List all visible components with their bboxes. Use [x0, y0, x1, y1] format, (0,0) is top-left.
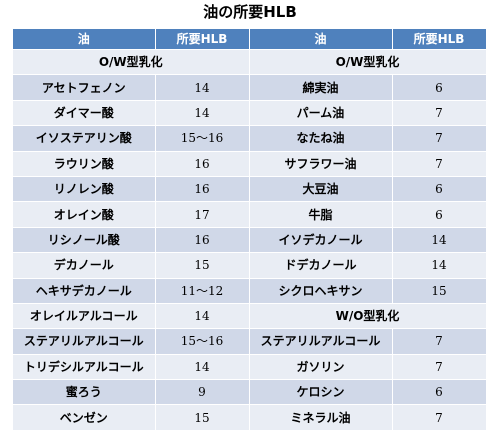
oil-name: イソステアリン酸	[13, 125, 156, 152]
table-row: ステアリルアルコール 15～16 ステアリルアルコール 7	[13, 328, 487, 355]
table-row: オレイン酸 17 牛脂 6	[13, 201, 487, 228]
hlb-value: 7	[392, 354, 487, 381]
table-row: ヘキサデカノール 11～12 シクロヘキサン 15	[13, 278, 487, 304]
hlb-value: 6	[392, 74, 487, 101]
header-oil-left: 油	[13, 29, 156, 50]
hlb-table: 油 所要HLB 油 所要HLB O/W型乳化 O/W型乳化 アセトフェノン 14 綿実油…	[13, 29, 487, 431]
table-row: トリデシルアルコール 14 ガソリン 7	[13, 354, 487, 381]
oil-name: イソデカノール	[249, 227, 393, 254]
hlb-value: 15～16	[155, 125, 250, 152]
oil-name: ケロシン	[249, 379, 393, 406]
hlb-value: 9	[155, 379, 250, 406]
hlb-value: 14	[392, 252, 487, 279]
oil-name: オレイルアルコール	[13, 303, 156, 330]
hlb-value: 16	[155, 176, 250, 203]
hlb-value: 15	[392, 278, 487, 304]
oil-name: パーム油	[249, 100, 393, 127]
hlb-value: 6	[392, 176, 487, 203]
header-hlb-right: 所要HLB	[392, 29, 487, 50]
oil-name: ミネラル油	[249, 404, 393, 431]
table-row: ダイマー酸 14 パーム油 7	[13, 100, 487, 127]
hlb-value: 7	[392, 404, 487, 431]
section-ow-right: O/W型乳化	[249, 49, 487, 76]
hlb-value: 11～12	[155, 278, 250, 304]
table-row: ベンゼン 15 ミネラル油 7	[13, 404, 487, 431]
oil-name: オレイン酸	[13, 201, 156, 228]
oil-name: ラウリン酸	[13, 151, 156, 177]
oil-name: サフラワー油	[249, 151, 393, 177]
table-row: アセトフェノン 14 綿実油 6	[13, 74, 487, 101]
hlb-value: 6	[392, 379, 487, 406]
oil-name: デカノール	[13, 252, 156, 279]
hlb-value: 15	[155, 404, 250, 431]
oil-name: トリデシルアルコール	[13, 354, 156, 381]
oil-name: 牛脂	[249, 201, 393, 228]
hlb-value: 15～16	[155, 328, 250, 355]
oil-name: リシノール酸	[13, 227, 156, 254]
oil-name: 綿実油	[249, 74, 393, 101]
hlb-value: 14	[155, 354, 250, 381]
oil-name: ダイマー酸	[13, 100, 156, 127]
hlb-value: 16	[155, 151, 250, 177]
hlb-value: 7	[392, 100, 487, 127]
hlb-value: 14	[155, 100, 250, 127]
header-row: 油 所要HLB 油 所要HLB	[13, 29, 487, 50]
oil-name: ガソリン	[249, 354, 393, 381]
table-row: リシノール酸 16 イソデカノール 14	[13, 227, 487, 254]
table-row: デカノール 15 ドデカノール 14	[13, 252, 487, 279]
section-ow-left: O/W型乳化	[13, 49, 250, 76]
header-oil-right: 油	[249, 29, 393, 50]
oil-name: ヘキサデカノール	[13, 278, 156, 304]
oil-name: アセトフェノン	[13, 74, 156, 101]
oil-name: ベンゼン	[13, 404, 156, 431]
oil-name: 蜜ろう	[13, 379, 156, 406]
section-row: O/W型乳化 O/W型乳化	[13, 49, 487, 76]
hlb-value: 7	[392, 125, 487, 152]
table-row: イソステアリン酸 15～16 なたね油 7	[13, 125, 487, 152]
oil-name: なたね油	[249, 125, 393, 152]
hlb-value: 14	[392, 227, 487, 254]
table-row: ラウリン酸 16 サフラワー油 7	[13, 151, 487, 177]
oil-name: シクロヘキサン	[249, 278, 393, 304]
hlb-value: 7	[392, 151, 487, 177]
hlb-value: 6	[392, 201, 487, 228]
oil-name: リノレン酸	[13, 176, 156, 203]
table-row: 蜜ろう 9 ケロシン 6	[13, 379, 487, 406]
hlb-value: 7	[392, 328, 487, 355]
hlb-value: 17	[155, 201, 250, 228]
oil-name: ドデカノール	[249, 252, 393, 279]
hlb-value: 14	[155, 303, 250, 330]
table-row: リノレン酸 16 大豆油 6	[13, 176, 487, 203]
table-title: 油の所要HLB	[203, 3, 297, 21]
oil-name: ステアリルアルコール	[13, 328, 156, 355]
hlb-value: 16	[155, 227, 250, 254]
hlb-value: 14	[155, 74, 250, 101]
hlb-value: 15	[155, 252, 250, 279]
table-row: オレイルアルコール 14 W/O型乳化	[13, 303, 487, 330]
section-wo: W/O型乳化	[249, 303, 487, 330]
header-hlb-left: 所要HLB	[155, 29, 250, 50]
oil-name: 大豆油	[249, 176, 393, 203]
oil-name: ステアリルアルコール	[249, 328, 393, 355]
